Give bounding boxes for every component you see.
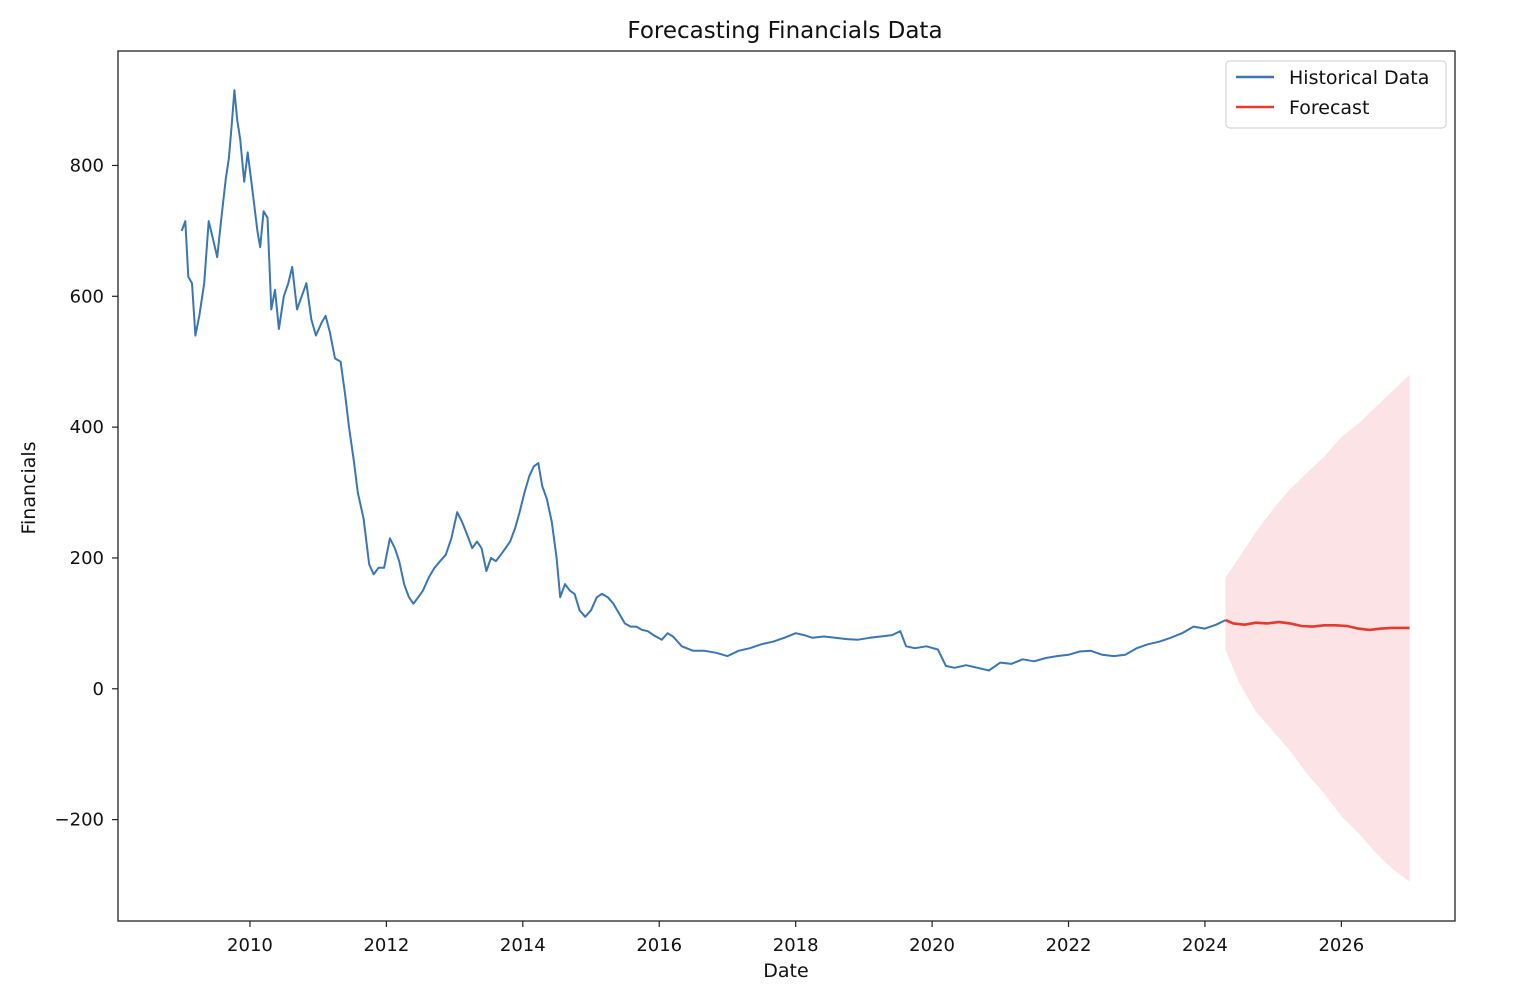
y-tick-label: 600	[70, 286, 104, 307]
legend: Historical Data Forecast	[1225, 60, 1447, 129]
y-tick-label: 800	[70, 155, 104, 176]
x-tick-label: 2022	[1046, 935, 1092, 956]
forecast-confidence-band	[1225, 374, 1410, 882]
y-axis-label: Financials	[18, 441, 40, 534]
y-axis: −200 0 200 400 600 800	[55, 155, 118, 831]
legend-box	[1225, 60, 1447, 129]
x-tick-label: 2010	[227, 935, 273, 956]
series-line-historical-data	[180, 89, 1226, 672]
x-tick-label: 2014	[500, 935, 546, 956]
x-axis-label: Date	[763, 960, 808, 982]
x-tick-label: 2024	[1182, 935, 1228, 956]
legend-label-historical: Historical Data	[1289, 67, 1429, 89]
x-tick-label: 2016	[636, 935, 682, 956]
x-tick-label: 2020	[909, 935, 955, 956]
confidence-band-layer	[1225, 374, 1410, 882]
y-tick-label: 0	[93, 679, 104, 700]
x-axis: 2010 2012 2014 2016 2018 2020 2022 2024 2026	[227, 921, 1364, 956]
chart-title: Forecasting Financials Data	[627, 18, 942, 44]
y-tick-label: 200	[70, 548, 104, 569]
x-tick-label: 2012	[363, 935, 409, 956]
plot-frame	[117, 50, 1456, 922]
y-tick-label: −200	[55, 810, 104, 831]
legend-label-forecast: Forecast	[1289, 97, 1369, 119]
x-tick-label: 2026	[1318, 935, 1364, 956]
y-tick-label: 400	[70, 417, 104, 438]
x-tick-label: 2018	[773, 935, 819, 956]
series-layer	[180, 89, 1410, 672]
series-line-forecast	[1224, 618, 1410, 632]
